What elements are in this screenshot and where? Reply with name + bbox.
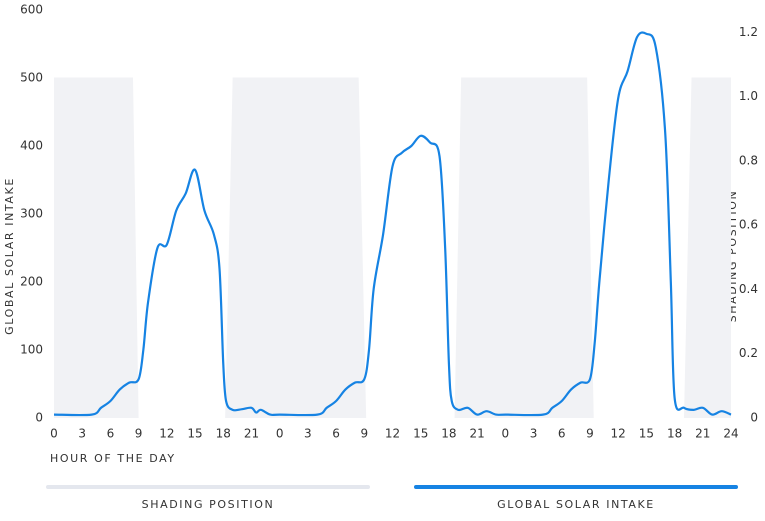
x-tick-label: 0: [276, 427, 284, 441]
legend-label: SHADING POSITION: [142, 498, 275, 511]
x-tick-label: 0: [50, 427, 58, 441]
x-tick-label: 15: [413, 427, 428, 441]
y-tick-label: 300: [20, 207, 43, 221]
shading-area: [54, 77, 731, 418]
y-axis-label: GLOBAL SOLAR INTAKE: [3, 177, 16, 335]
y-tick-label: 400: [20, 139, 43, 153]
x-tick-label: 12: [611, 427, 626, 441]
line-layer: [53, 31, 732, 417]
x-tick-label: 3: [304, 427, 312, 441]
x-tick-label: 6: [558, 427, 566, 441]
legend-label: GLOBAL SOLAR INTAKE: [497, 498, 655, 511]
x-tick-label: 18: [441, 427, 456, 441]
x-tick-label: 9: [586, 427, 594, 441]
x-tick-label: 15: [187, 427, 202, 441]
x-tick-label: 18: [667, 427, 682, 441]
y2-tick-label: 0.4: [739, 282, 758, 296]
y-tick-label: 500: [20, 71, 43, 85]
x-tick-label: 18: [216, 427, 231, 441]
y2-tick-label: 1.2: [739, 25, 758, 39]
y2-tick-label: 0.6: [739, 218, 758, 232]
y2-tick-label: 1.0: [739, 89, 758, 103]
y-tick-label: 600: [20, 3, 43, 17]
x-tick-label: 21: [244, 427, 259, 441]
y2-tick-label: 0.2: [739, 346, 758, 360]
y-tick-label: 0: [35, 411, 43, 425]
y2-tick-label: 0.8: [739, 153, 758, 167]
solar-line: [53, 31, 732, 417]
x-tick-label: 9: [135, 427, 143, 441]
y-tick-label: 100: [20, 343, 43, 357]
x-tick-label: 15: [639, 427, 654, 441]
x-tick-label: 21: [469, 427, 484, 441]
x-tick-label: 3: [78, 427, 86, 441]
x-tick-label: 0: [502, 427, 510, 441]
x-tick-label: 3: [530, 427, 538, 441]
y2-tick-label: 0: [750, 411, 758, 425]
x-axis-label: HOUR OF THE DAY: [50, 452, 176, 465]
x-tick-label: 9: [360, 427, 368, 441]
y-tick-label: 200: [20, 275, 43, 289]
x-tick-label: 6: [332, 427, 340, 441]
x-tick-label: 24: [723, 427, 738, 441]
x-tick-label: 12: [385, 427, 400, 441]
shading-layer: [54, 77, 731, 418]
x-tick-label: 12: [159, 427, 174, 441]
x-tick-label: 21: [695, 427, 710, 441]
x-tick-label: 6: [107, 427, 115, 441]
